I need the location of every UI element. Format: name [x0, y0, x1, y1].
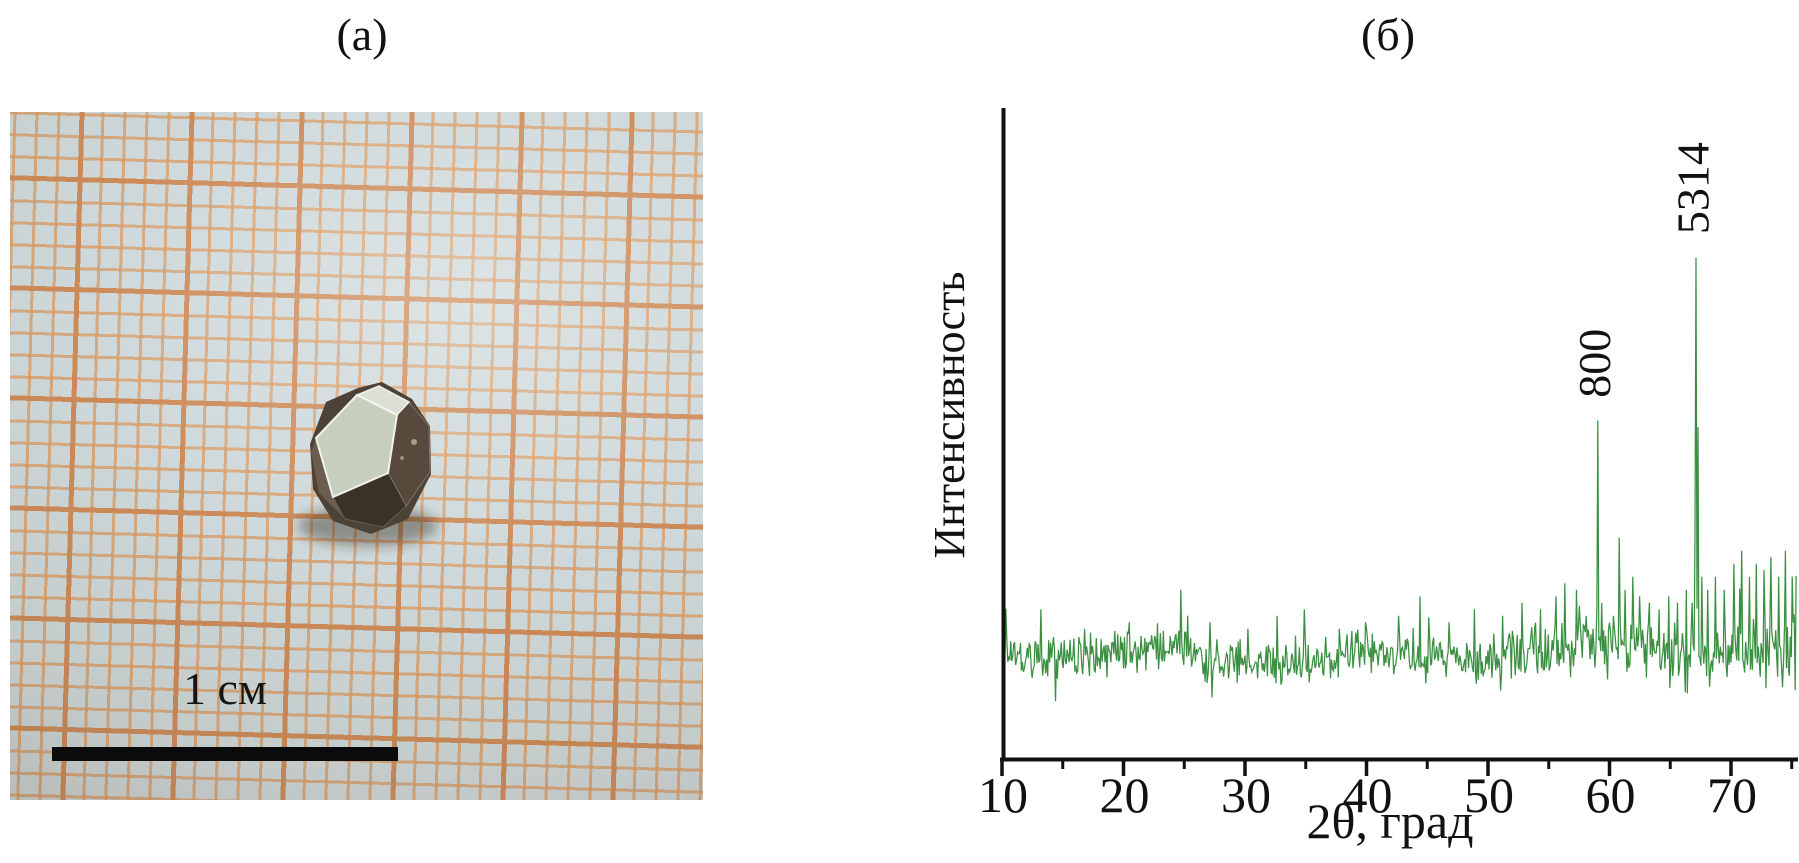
- x-tick-label: 60: [1586, 767, 1636, 823]
- crystal-photo: 1 см: [10, 112, 703, 800]
- crystal-facet-front-bright: [314, 393, 399, 499]
- scale-bar-label: 1 см: [182, 663, 268, 714]
- panel-b-label: (б): [1360, 9, 1416, 60]
- panel-a-label: (а): [336, 9, 388, 60]
- x-tick-label: 70: [1707, 767, 1757, 823]
- x-tick-label: 10: [978, 767, 1028, 823]
- crystal-facet-left-mid: [311, 438, 345, 519]
- xrd-chart: 10 20 30 40 50 60 70 800 5314: [860, 90, 1799, 858]
- crystal-illustration: [298, 382, 438, 546]
- x-tick-label: 40: [1343, 767, 1393, 823]
- scale-bar: [52, 747, 398, 761]
- xrd-trace: [1001, 257, 1797, 702]
- x-tick-label: 50: [1464, 767, 1514, 823]
- y-axis-label: Интенсивность: [925, 271, 974, 559]
- peak-label: 5314: [1667, 142, 1718, 234]
- x-axis-label: 2θ, град: [1306, 793, 1474, 849]
- crystal-highlight-dot: [400, 456, 404, 460]
- x-tick-label: 30: [1221, 767, 1271, 823]
- peak-label: 800: [1569, 329, 1620, 398]
- crystal-highlight-dot: [411, 439, 417, 445]
- x-tick-label: 20: [1100, 767, 1150, 823]
- xrd-chart-svg: 10 20 30 40 50 60 70 800 5314: [978, 108, 1798, 823]
